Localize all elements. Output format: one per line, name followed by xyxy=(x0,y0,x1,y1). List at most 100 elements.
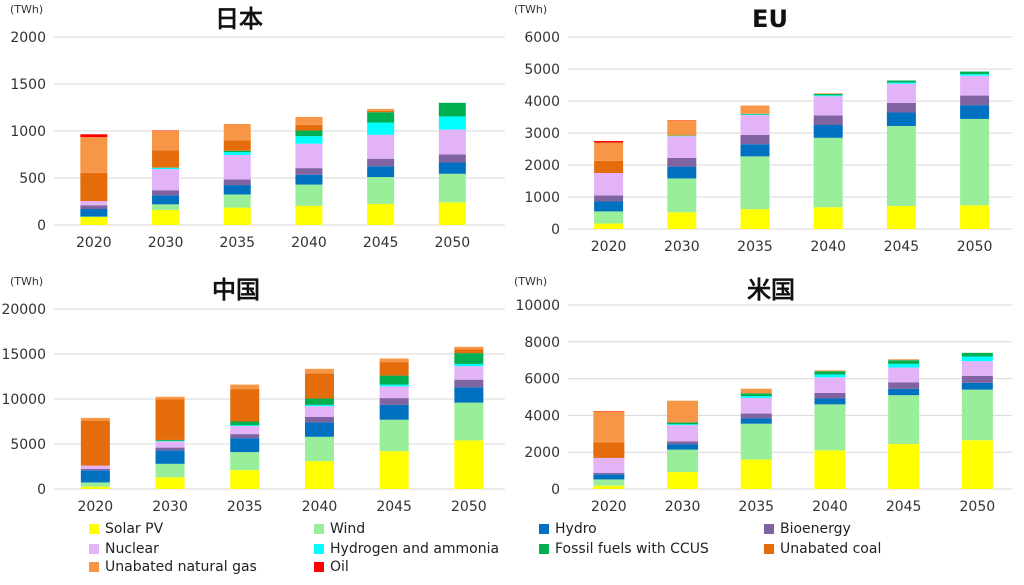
bar-segment: Bioenergy 2050: 300 xyxy=(960,95,990,106)
bar-segment: Fossil fuels with CCUS 2035: 20 xyxy=(740,113,770,115)
bar-segment: Hydro 2020: 280 xyxy=(593,474,625,480)
bar-segment: Solar PV 2045: 720 xyxy=(886,205,916,229)
bar-segment: Fossil fuels with CCUS 2050: 145 xyxy=(438,102,466,117)
bar-segment: Solar PV 2030: 1300 xyxy=(155,477,185,489)
bar-segment: Nuclear 2035: 850 xyxy=(740,397,772,414)
y-tick-label: 1500 xyxy=(10,77,46,93)
bar-segment: Wind 2045: 2650 xyxy=(888,395,920,444)
x-tick-label: 2040 xyxy=(291,235,327,251)
bar-segment: Wind 2030: 1500 xyxy=(155,463,185,478)
y-tick-label: 20000 xyxy=(1,302,46,318)
bar-segment: Hydro 2030: 370 xyxy=(667,166,697,179)
bar-segment: Fossil fuels with CCUS 2050: 80 xyxy=(960,71,990,75)
x-tick-label: 2030 xyxy=(152,499,188,515)
bar-segment: Solar PV 2020: 170 xyxy=(594,223,624,229)
bar-segment: Wind 2050: 2750 xyxy=(961,389,993,441)
bar-segment: Unabated coal 2030: 4500 xyxy=(155,399,185,440)
x-tick-label: 2045 xyxy=(884,239,920,255)
bar-segment: Hydro 2030: 300 xyxy=(667,444,699,450)
bar-segment: Wind 2045: 2500 xyxy=(886,125,916,206)
bar-segment: Nuclear 2020: 700 xyxy=(594,173,624,196)
bar-segment: Hydro 2035: 100 xyxy=(223,185,251,195)
bar-segment: Wind 2045: 3500 xyxy=(379,419,409,452)
bar-segment: Solar PV 2020: 180 xyxy=(593,485,625,489)
bar-segment: Hydro 2050: 120 xyxy=(438,162,466,174)
bar-segment: Bioenergy 2040: 600 xyxy=(304,417,334,423)
y-tick-label: 2000 xyxy=(524,158,560,174)
bar-segment: Hydro 2045: 115 xyxy=(367,166,395,178)
bar-segment: Hydro 2035: 1550 xyxy=(230,438,260,453)
x-tick-label: 2040 xyxy=(810,239,846,255)
y-tick-label: 4000 xyxy=(524,94,560,110)
bar-segment: Wind 2040: 2500 xyxy=(814,404,846,451)
bar-segment: Solar PV 2035: 2100 xyxy=(230,470,260,489)
bar-segment: Unabated coal 2045: 1500 xyxy=(379,362,409,376)
bar-segment: Bioenergy 2035: 290 xyxy=(740,134,770,145)
bar-segment: Hydro 2040: 320 xyxy=(814,398,846,405)
bar-segment: Hydrogen and ammonia 2040: 150 xyxy=(304,404,334,407)
bar-segment: Unabated natural gas 2030: 300 xyxy=(155,396,185,400)
bar-segment: Wind 2030: 1220 xyxy=(667,449,699,473)
bar-segment: Solar PV 2040: 205 xyxy=(295,205,323,225)
bar-segment: Unabated coal 2035: 3600 xyxy=(230,389,260,422)
bar-segment: Solar PV 2020: 85 xyxy=(80,217,108,225)
bar-segment: Wind 2035: 140 xyxy=(223,194,251,208)
chart-panel-1: 0 1000 2000 3000 4000 5000 6000 (TWh) EU Solar PV… xyxy=(514,3,1012,255)
bar-segment: Unabated natural gas 2035: 175 xyxy=(223,123,251,141)
bar-segment: Fossil fuels with CCUS 2040: 60 xyxy=(295,130,323,137)
x-tick-label: 2050 xyxy=(957,239,993,255)
bar-segment: Solar PV 2030: 920 xyxy=(667,472,699,489)
bar-segment: Unabated natural gas 2040: 20 xyxy=(813,93,843,94)
bar-segment: Unabated natural gas 2035: 500 xyxy=(230,384,260,390)
bar-segment: Nuclear 2030: 880 xyxy=(667,425,699,442)
bar-segment: Fossil fuels with CCUS 2045: 200 xyxy=(888,360,920,364)
bar-segment: Wind 2040: 2170 xyxy=(813,137,843,208)
bar-segment: Unabated natural gas 2030: 205 xyxy=(152,131,180,151)
y-tick-label: 1000 xyxy=(524,190,560,206)
bar-segment: Unabated natural gas 2030: 1180 xyxy=(667,400,699,423)
chart-panel-2: 0 5000 10000 15000 20000 (TWh) 中国 Solar PV 2020… xyxy=(1,275,505,515)
bar-segment: Bioenergy 2030: 55 xyxy=(152,190,180,196)
bar-segment: Unabated coal 2050: 400 xyxy=(454,349,484,354)
bar-segment: Unabated coal 2020: 5000 xyxy=(80,420,110,466)
bar-segment: Nuclear 2030: 225 xyxy=(152,169,180,191)
bar-segment: Bioenergy 2045: 350 xyxy=(888,382,920,389)
y-tick-label: 0 xyxy=(37,218,46,234)
bar-segment: Unabated natural gas 2035: 260 xyxy=(740,105,770,114)
bar-segment: Fossil fuels with CCUS 2035: 15 xyxy=(223,150,251,153)
bar-segment: Hydrogen and ammonia 2050: 140 xyxy=(438,116,466,130)
bar-segment: Hydro 2050: 430 xyxy=(960,105,990,119)
bar-segment: Unabated natural gas 2020: 380 xyxy=(80,137,108,173)
bar-segment: Unabated natural gas 2045: 20 xyxy=(367,108,395,111)
bar-segment: Hydro 2050: 1700 xyxy=(454,387,484,403)
bar-segment: Hydrogen and ammonia 2045: 130 xyxy=(367,122,395,135)
bar-segment: Hydro 2020: 80 xyxy=(80,209,108,217)
bar-segment: Unabated coal 2020: 380 xyxy=(594,160,624,173)
y-tick-label: 15000 xyxy=(1,347,46,363)
bar-segment: Solar PV 2040: 3100 xyxy=(304,461,334,489)
bar-segment: Oil 2020: 30 xyxy=(80,134,108,138)
bar-segment: Unabated coal 2040: 2800 xyxy=(304,373,334,399)
bar-segment: Hydrogen and ammonia 2045: 200 xyxy=(379,384,409,387)
bar-segment: Hydrogen and ammonia 2040: 30 xyxy=(813,95,843,97)
bar-segment: Solar PV 2045: 2450 xyxy=(888,443,920,489)
bar-segment: Hydro 2040: 400 xyxy=(813,125,843,138)
x-tick-label: 2050 xyxy=(435,235,471,251)
bar-segment: Unabated natural gas 2045: 50 xyxy=(888,359,920,361)
x-tick-label: 2020 xyxy=(76,235,112,251)
bar-segment: Fossil fuels with CCUS 2045: 110 xyxy=(367,112,395,123)
x-tick-label: 2020 xyxy=(591,239,627,255)
bar-segment: Hydro 2040: 105 xyxy=(295,174,323,185)
bar-segment: Oil 2020: 50 xyxy=(594,141,624,143)
bar-segment: Wind 2040: 225 xyxy=(295,184,323,206)
bar-segment: Solar PV 2050: 5400 xyxy=(454,440,484,489)
bar-segment: Solar PV 2040: 2100 xyxy=(814,450,846,489)
bar-segment: Nuclear 2050: 1500 xyxy=(454,366,484,380)
bar-segment: Bioenergy 2020: 150 xyxy=(80,468,110,471)
bar-segment: Bioenergy 2030: 150 xyxy=(667,441,699,445)
bar-segment: Nuclear 2035: 620 xyxy=(740,115,770,135)
bar-segment: Wind 2045: 285 xyxy=(367,177,395,204)
bar-segment: Hydro 2035: 300 xyxy=(740,418,772,424)
bar-segment: Solar PV 2045: 225 xyxy=(367,203,395,225)
bar-segment: Unabated coal 2040: 60 xyxy=(295,124,323,131)
